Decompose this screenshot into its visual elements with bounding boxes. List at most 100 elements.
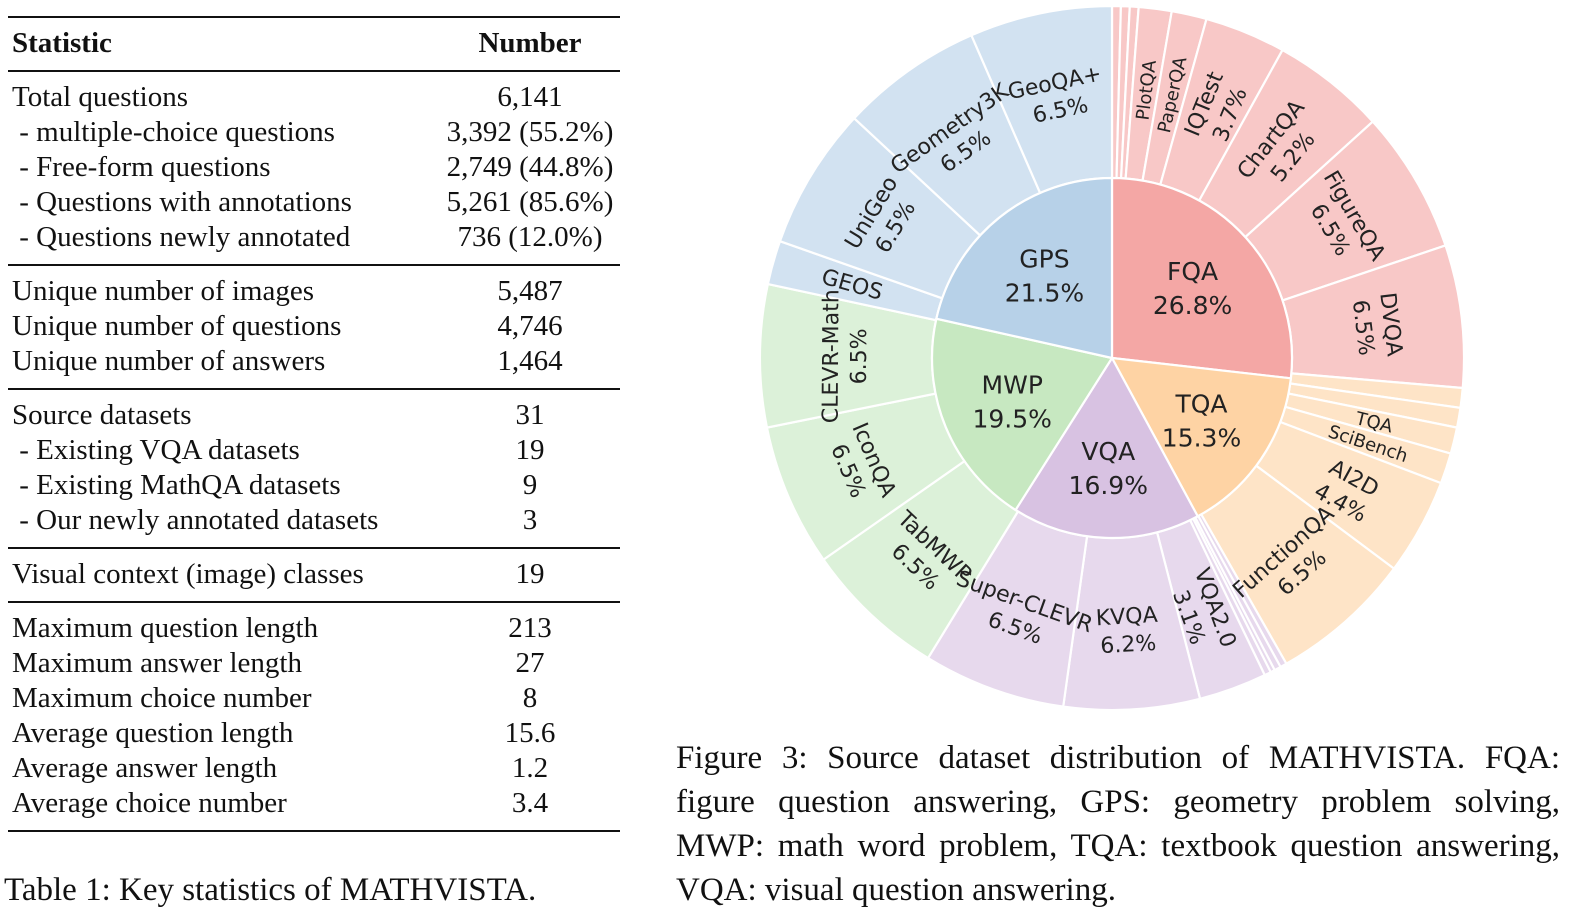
table-row: - Existing VQA datasets 19 <box>8 433 620 468</box>
statistic-label: Maximum question length <box>12 612 319 644</box>
statistic-value: 15.6 <box>504 717 556 749</box>
inner-slice-percent: 21.5% <box>1005 279 1084 308</box>
figure-caption-ista: ISTA <box>1386 740 1457 776</box>
statistic-label: Average answer length <box>12 752 278 784</box>
statistic-label: Unique number of answers <box>12 345 326 377</box>
statistic-label: Total questions <box>12 81 188 113</box>
inner-labels: FQA 26.8% TQA 15.3% VQA 16.9% MWP 19.5% GPS 21.5% <box>973 245 1242 500</box>
table-rule <box>8 830 620 832</box>
statistic-value: 213 <box>508 612 552 644</box>
statistic-value: 3 <box>522 504 538 536</box>
table-row: Maximum answer length 27 <box>8 646 620 681</box>
statistic-label: - Our newly annotated datasets <box>12 504 379 536</box>
statistic-value: 19 <box>515 434 545 466</box>
table-row: - multiple-choice questions 3,392 (55.2%) <box>8 115 620 150</box>
statistic-label: Maximum choice number <box>12 682 312 714</box>
statistic-label: - Free-form questions <box>12 151 271 183</box>
header-number: Number <box>478 27 582 59</box>
table-row: Unique number of questions 4,746 <box>8 309 620 344</box>
inner-slice-percent: 16.9% <box>1069 471 1148 500</box>
statistic-value: 8 <box>522 682 538 714</box>
statistic-value: 31 <box>515 399 545 431</box>
inner-slice <box>930 317 1114 512</box>
figure-caption-v: V <box>1362 740 1387 776</box>
statistic-label: Average choice number <box>12 787 287 819</box>
inner-slice-percent: 26.8% <box>1153 291 1232 320</box>
table-caption-prefix: Table 1: Key statistics of <box>4 872 340 908</box>
statistic-value: 5,261 (85.6%) <box>446 186 614 218</box>
table-row: - Our newly annotated datasets 3 <box>8 503 620 538</box>
table-row: Source datasets 31 <box>8 398 620 433</box>
table-row: Average answer length 1.2 <box>8 751 620 786</box>
inner-slice-name: FQA <box>1167 257 1218 286</box>
statistic-label: Unique number of images <box>12 275 315 307</box>
outer-slice-name: CLEVR-Math <box>819 289 845 423</box>
outer-ring <box>758 4 1466 712</box>
outer-slice-label: CLEVR-Math 6.5% <box>819 289 873 423</box>
inner-slice <box>1014 355 1200 540</box>
table-rule <box>8 601 620 603</box>
statistic-value: 736 (12.0%) <box>457 221 603 253</box>
statistic-label: - Questions newly annotated <box>12 221 351 253</box>
statistic-label: - Questions with annotations <box>12 186 352 218</box>
inner-slice <box>1110 176 1294 380</box>
statistic-value: 3,392 (55.2%) <box>446 116 614 148</box>
table-row: - Questions newly annotated 736 (12.0%) <box>8 220 620 255</box>
inner-slice-percent: 19.5% <box>973 404 1052 433</box>
statistic-label: Visual context (image) classes <box>12 558 364 590</box>
statistic-label: Unique number of questions <box>12 310 342 342</box>
figure-caption-prefix: Figure 3: Source dataset distribution of <box>676 740 1269 776</box>
statistic-label: - multiple-choice questions <box>12 116 335 148</box>
table-row: - Free-form questions 2,749 (44.8%) <box>8 150 620 185</box>
table-row: Unique number of answers 1,464 <box>8 344 620 379</box>
table-rule <box>8 547 620 549</box>
table-row: - Questions with annotations 5,261 (85.6%… <box>8 185 620 220</box>
statistic-value: 5,487 <box>497 275 563 307</box>
statistic-value: 9 <box>522 469 538 501</box>
inner-slice-name: TQA <box>1174 389 1227 418</box>
statistic-value: 6,141 <box>497 81 563 113</box>
inner-slice-name: VQA <box>1081 437 1135 466</box>
inner-ring <box>930 176 1294 540</box>
statistic-value: 27 <box>515 647 545 679</box>
statistic-label: Maximum answer length <box>12 647 302 679</box>
inner-slice-percent: 15.3% <box>1162 423 1241 452</box>
inner-slice <box>1110 356 1293 518</box>
table-row: Maximum question length 213 <box>8 611 620 646</box>
statistic-label: - Existing VQA datasets <box>12 434 300 466</box>
statistic-value: 1,464 <box>497 345 563 377</box>
header-statistic: Statistic <box>12 27 112 59</box>
inner-slice <box>935 176 1114 360</box>
statistic-value: 1.2 <box>511 752 549 784</box>
table-row: - Existing MathQA datasets 9 <box>8 468 620 503</box>
figure-caption-rest: . FQA: figure question answering, GPS: g… <box>676 740 1561 908</box>
statistic-label: - Existing MathQA datasets <box>12 469 341 501</box>
outer-slice-name: KVQA <box>1095 603 1158 631</box>
sunburst-chart: PlotQAPaperQAIQTest3.7%ChartQA5.2%Figure… <box>758 4 1466 712</box>
table-row: Total questions 6,141 <box>8 80 620 115</box>
statistic-value: 3.4 <box>511 787 549 819</box>
table-caption-ath: ATH <box>369 872 434 908</box>
outer-slice-percent: 6.2% <box>1100 631 1157 659</box>
table-rule <box>8 16 620 18</box>
figure-caption: Figure 3: Source dataset distribution of… <box>676 736 1560 912</box>
table-rule <box>8 264 620 266</box>
statistic-value: 2,749 (44.8%) <box>446 151 614 183</box>
table-rule <box>8 70 620 72</box>
table-rule <box>8 388 620 390</box>
table-row: Unique number of images 5,487 <box>8 274 620 309</box>
table-row: Average question length 15.6 <box>8 716 620 751</box>
figure-caption-m: M <box>1268 740 1299 776</box>
table-caption-m: M <box>339 872 370 908</box>
table-row: Maximum choice number 8 <box>8 681 620 716</box>
statistic-label: Average question length <box>12 717 294 749</box>
statistic-label: Source datasets <box>12 399 192 431</box>
table-row: Average choice number 3.4 <box>8 786 620 821</box>
table-header-row: Statistic Number <box>8 26 620 61</box>
inner-slice-name: GPS <box>1019 245 1069 274</box>
outer-slice-percent: 6.5% <box>847 328 872 384</box>
figure-caption-ath: ATH <box>1298 740 1363 776</box>
table-row: Visual context (image) classes 19 <box>8 557 620 592</box>
statistic-value: 19 <box>515 558 545 590</box>
